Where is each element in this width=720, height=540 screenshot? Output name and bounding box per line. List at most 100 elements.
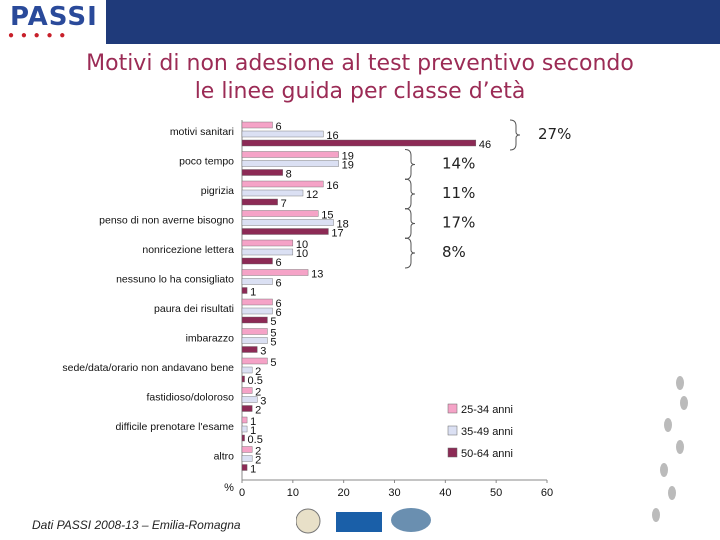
category-label: nessuno lo ha consigliato [116,274,234,286]
legend-swatch [447,447,458,458]
bar-35-49-anni [241,248,294,256]
value-label: 3 [260,396,266,408]
x-axis-label: % [224,482,234,494]
x-tick-label: 20 [338,487,350,499]
x-tick-label: 0 [239,487,245,499]
cnesps-logo-icon [391,508,431,532]
bar-25-34-anni [241,416,248,424]
bar-50-64-anni [241,139,477,147]
annotation-percent: 17% [442,214,475,232]
value-label: 7 [281,198,287,210]
bar-35-49-anni [241,366,253,374]
x-tick-label: 30 [388,487,400,499]
bar-25-34-anni [241,151,339,158]
bar-35-49-anni [241,189,304,197]
x-tick-label: 50 [490,487,502,499]
value-label: 19 [342,160,354,172]
bar-25-34-anni [241,446,253,453]
annotation-percent: 27% [538,125,571,143]
bar-25-34-anni [241,298,273,306]
value-label: 12 [306,189,318,201]
value-label: 46 [479,139,491,151]
x-tick-label: 40 [439,487,451,499]
bar-25-34-anni [241,269,309,276]
bar-25-34-anni [241,387,253,394]
bar-50-64-anni [241,198,278,206]
value-label: 2 [255,366,261,378]
chart-title: Motivi di non adesione al test preventiv… [20,50,700,106]
value-label: 5 [270,357,276,369]
value-label: 19 [342,151,354,163]
value-label: 15 [321,210,333,222]
annotation-bracket [404,149,416,180]
bar-35-49-anni [241,160,339,167]
value-label: 2 [255,387,261,399]
bar-25-34-anni [241,210,319,217]
bar-50-64-anni [241,375,245,383]
annotation-bracket [404,178,416,210]
value-label: 17 [331,228,343,240]
bar-35-49-anni [241,219,334,226]
bar-50-64-anni [241,169,283,176]
annotation-percent: 8% [442,243,466,261]
value-label: 6 [276,121,282,133]
value-label: 16 [326,180,338,192]
value-label: 10 [296,239,308,251]
legend-label: 25-34 anni [461,404,513,416]
x-tick-label: 10 [287,487,299,499]
partner-logos [296,508,431,534]
bar-35-49-anni [241,425,248,433]
category-label: paura dei risultati [154,303,234,315]
category-label: poco tempo [179,156,234,168]
value-label: 18 [337,219,349,231]
bar-25-34-anni [241,121,273,129]
value-label: 1 [250,464,256,476]
bar-25-34-anni [241,239,294,247]
value-label: 8 [286,169,292,181]
bar-50-64-anni [241,464,248,471]
logo-area: PASSI ● ● ● ● ● [0,0,106,44]
bar-35-49-anni [241,455,253,462]
bar-25-34-anni [241,328,268,335]
legend-label: 35-49 anni [461,426,513,438]
bar-35-49-anni [241,130,324,138]
value-label: 0.5 [248,434,263,446]
value-label: 2 [255,446,261,458]
annotation-bracket [404,208,416,239]
header-band [106,0,720,44]
footprints-decoration-icon [652,376,688,522]
value-label: 1 [250,416,256,428]
legend-swatch [447,403,458,414]
value-label: 5 [270,316,276,328]
footprints-icon: ● ● ● ● ● [8,30,68,41]
passi-logo: PASSI [10,2,98,32]
value-label: 6 [276,307,282,319]
value-label: 6 [276,278,282,290]
value-label: 1 [250,425,256,437]
title-line-1: Motivi di non adesione al test preventiv… [86,51,634,76]
value-label: 16 [326,130,338,142]
bar-35-49-anni [241,337,268,344]
value-label: 6 [276,298,282,310]
value-label: 10 [296,248,308,260]
x-tick-label: 60 [541,487,553,499]
value-label: 1 [250,287,256,299]
annotation-percent: 14% [442,155,475,173]
value-label: 2 [255,405,261,417]
category-label: imbarazzo [186,333,235,345]
value-label: 0.5 [248,375,263,387]
data-source: Dati PASSI 2008-13 – Emilia-Romagna [32,518,241,532]
legend-swatch [447,425,458,436]
category-label: sede/data/orario non andavano bene [62,362,234,374]
annotation-percent: 11% [442,184,475,202]
category-label: fastidioso/doloroso [146,392,234,404]
category-label: difficile prenotare l'esame [115,421,234,433]
bar-50-64-anni [241,405,253,412]
legend-label: 50-64 anni [461,448,513,460]
category-label: nonricezione lettera [142,244,234,256]
value-label: 5 [270,337,276,349]
title-line-2: le linee guida per classe d’età [194,79,526,104]
value-label: 3 [260,346,266,358]
bar-50-64-anni [241,228,329,235]
